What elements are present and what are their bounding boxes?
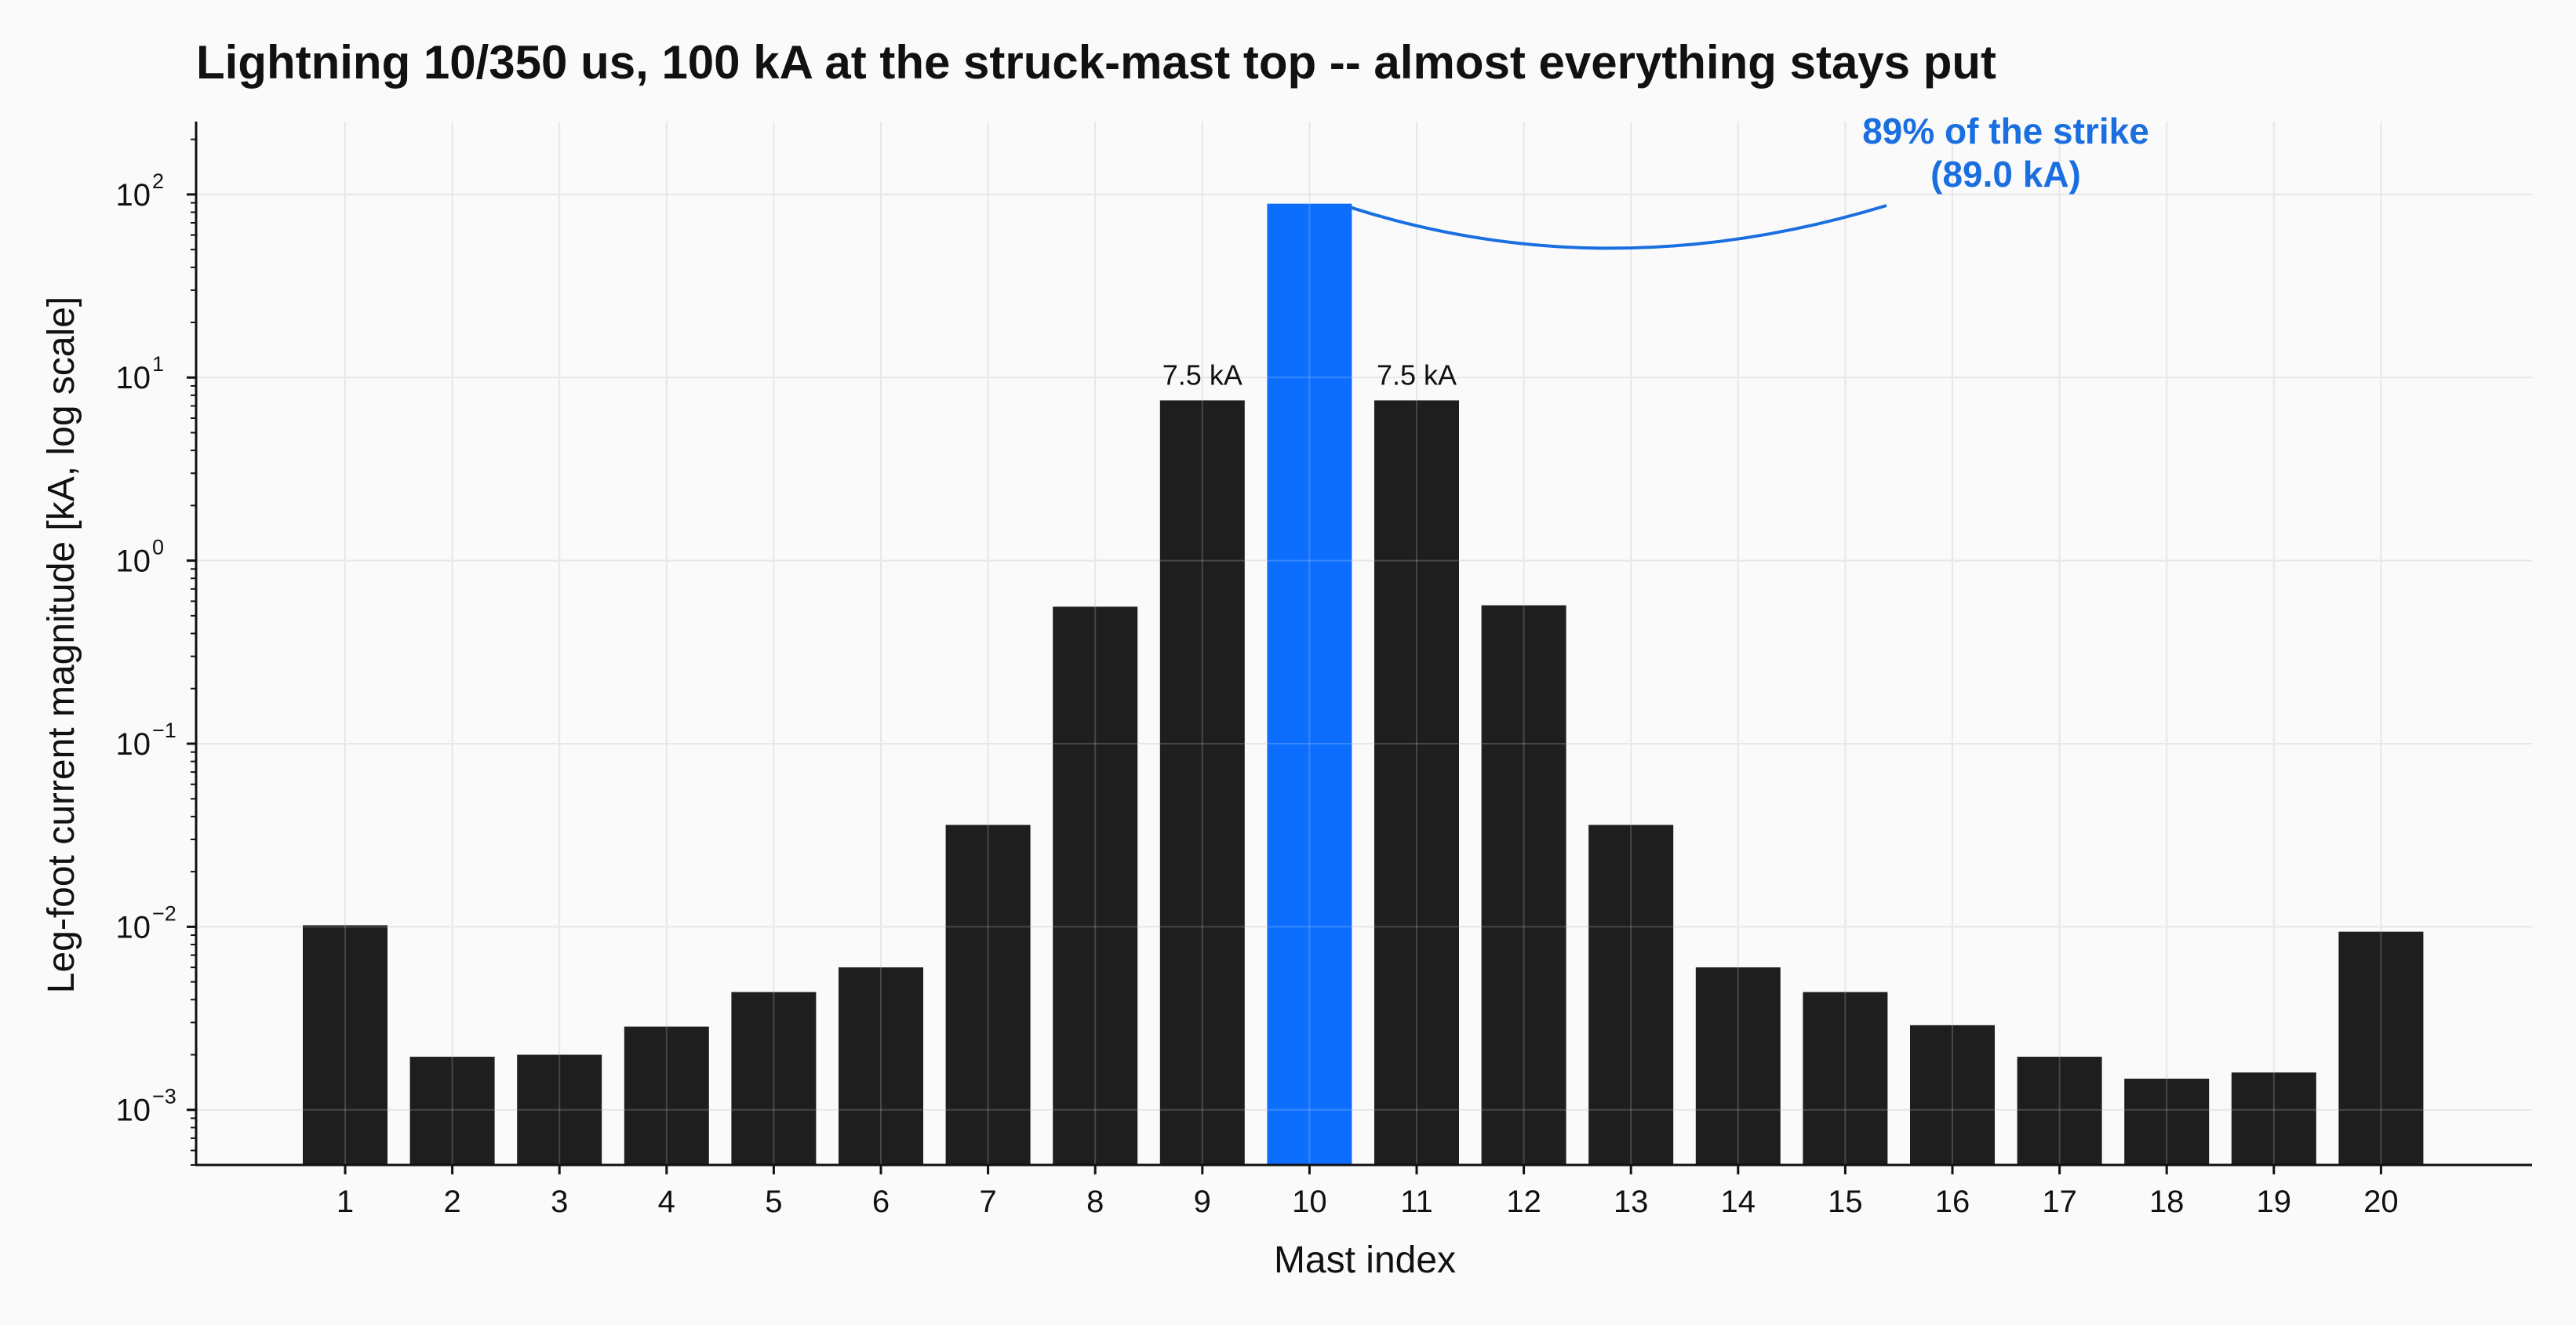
y-tick-label: 10	[116, 910, 151, 945]
bar-mast-3	[517, 1054, 602, 1165]
x-tick-label: 14	[1721, 1185, 1756, 1219]
x-tick-label: 19	[2257, 1185, 2292, 1219]
y-tick-exponent: 2	[152, 169, 164, 193]
bar-mast-2	[409, 1057, 495, 1165]
bar-mast-12	[1481, 605, 1566, 1165]
bar-mast-17	[2017, 1057, 2102, 1165]
bar-mast-8	[1053, 606, 1138, 1165]
chart-title: Lightning 10/350 us, 100 kA at the struc…	[196, 36, 1996, 89]
bar-mast-4	[624, 1026, 709, 1165]
y-tick-exponent: 1	[152, 352, 164, 376]
x-tick-label: 11	[1400, 1185, 1433, 1219]
x-tick-label: 4	[658, 1185, 675, 1219]
y-tick-exponent: 0	[152, 536, 164, 559]
x-tick-label: 3	[551, 1185, 568, 1219]
x-tick-label: 17	[2042, 1185, 2077, 1219]
x-tick-label: 9	[1194, 1185, 1211, 1219]
y-tick-exponent: −1	[152, 719, 176, 742]
bar-mast-14	[1695, 967, 1781, 1165]
axes-layer: 10 −310 −210 −110 010 110 21 2 3 4 5 6 7 8 9 10 11 12 13 14…	[116, 122, 2532, 1219]
bar-mast-11	[1374, 400, 1459, 1165]
x-tick-label: 8	[1086, 1185, 1104, 1219]
bar-mast-20	[2338, 931, 2424, 1165]
x-tick-label: 15	[1828, 1185, 1863, 1219]
x-tick-label: 6	[872, 1185, 890, 1219]
grid-layer	[196, 122, 2532, 1165]
bar-mast-13	[1588, 824, 1674, 1165]
y-tick-label: 10	[116, 1094, 151, 1128]
data-label-mast-11: 7.5 kA	[1377, 359, 1457, 391]
y-tick-exponent: −3	[152, 1085, 176, 1108]
y-tick-exponent: −2	[152, 901, 176, 925]
x-tick-label: 7	[979, 1185, 996, 1219]
x-tick-label: 2	[443, 1185, 460, 1219]
x-tick-label: 5	[765, 1185, 782, 1219]
bar-mast-10	[1267, 203, 1352, 1166]
annotation-arrow	[1348, 204, 1887, 250]
bar-mast-18	[2124, 1079, 2210, 1165]
x-tick-label: 13	[1614, 1185, 1649, 1219]
bar-mast-19	[2231, 1072, 2316, 1165]
x-tick-label: 1	[337, 1185, 354, 1219]
y-tick-label: 10	[116, 361, 151, 395]
bars-layer	[196, 122, 2532, 1166]
y-tick-label: 10	[116, 178, 151, 213]
y-tick-label: 10	[116, 544, 151, 579]
bar-mast-9	[1159, 400, 1245, 1165]
x-tick-label: 18	[2149, 1185, 2185, 1219]
labels-layer: 7.5 kA 7.5 kA 89% of the strike(89.0 kA)	[1162, 111, 2149, 391]
bar-mast-5	[731, 992, 817, 1165]
annotation-line-1: 89% of the strike	[1862, 111, 2149, 151]
x-tick-label: 12	[1506, 1185, 1541, 1219]
bar-mast-16	[1910, 1025, 1995, 1165]
x-axis-label: Mast index	[1274, 1239, 1456, 1281]
x-tick-label: 16	[1935, 1185, 1970, 1219]
x-tick-label: 20	[2363, 1185, 2399, 1219]
bar-mast-1	[303, 925, 387, 1165]
data-label-mast-9: 7.5 kA	[1162, 359, 1243, 391]
bar-mast-7	[945, 824, 1031, 1165]
y-tick-label: 10	[116, 727, 151, 762]
bar-mast-6	[839, 967, 923, 1165]
x-tick-label: 10	[1292, 1185, 1327, 1219]
y-axis-label: Leg-foot current magnitude [kA, log scal…	[41, 297, 82, 994]
annotation-line-2: (89.0 kA)	[1930, 154, 2081, 195]
bar-mast-15	[1803, 992, 1888, 1165]
